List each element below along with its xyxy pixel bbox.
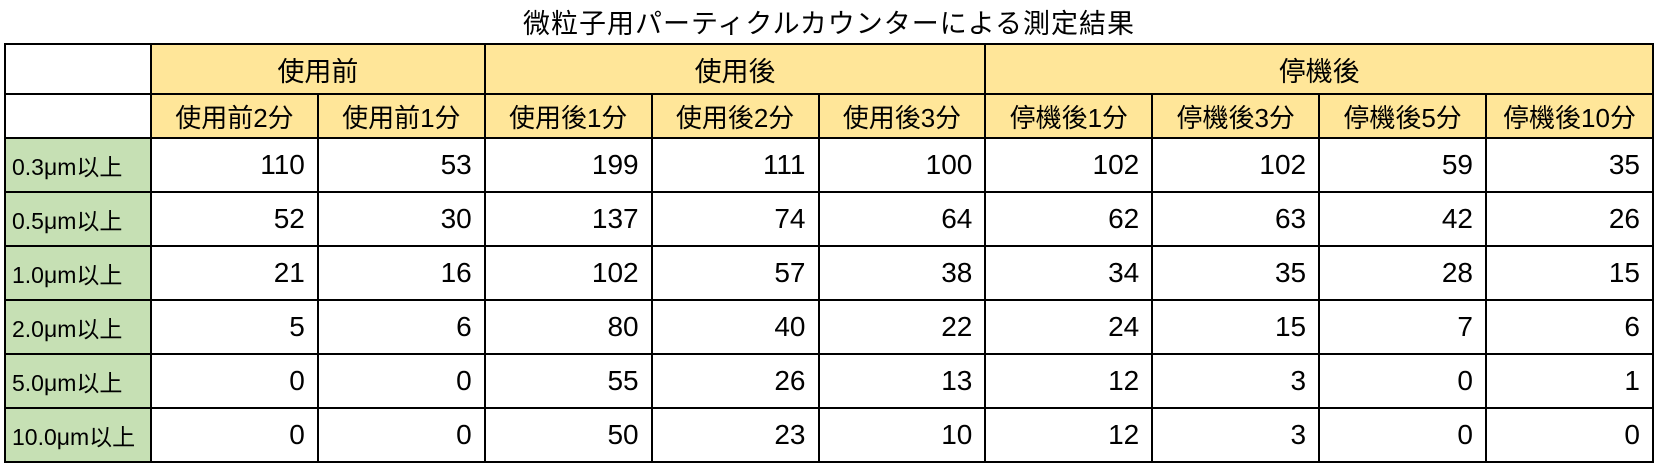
data-cell: 40 <box>650 299 820 355</box>
data-cell: 23 <box>650 407 820 463</box>
table-row: 5.0μm以上 0 0 55 26 13 12 3 0 1 <box>4 353 1654 409</box>
group-header-before-use: 使用前 <box>150 43 486 95</box>
row-header: 5.0μm以上 <box>4 353 152 409</box>
table-row: 1.0μm以上 21 16 102 57 38 34 35 28 15 <box>4 245 1654 301</box>
data-cell: 35 <box>1151 245 1321 301</box>
col-header-stop-1min: 停機後1分 <box>984 93 1154 139</box>
table-row: 0.5μm以上 52 30 137 74 64 62 63 42 26 <box>4 191 1654 247</box>
data-cell: 53 <box>316 137 486 193</box>
corner-cell-top <box>4 43 152 95</box>
col-header-before-1min: 使用前1分 <box>316 93 486 139</box>
measurement-table: 使用前 使用後 停機後 使用前2分 使用前1分 使用後1分 使用後2分 使用後3… <box>4 43 1654 463</box>
data-cell: 80 <box>483 299 653 355</box>
table-row: 10.0μm以上 0 0 50 23 10 12 3 0 0 <box>4 407 1654 463</box>
data-cell: 0 <box>1318 353 1487 409</box>
data-cell: 59 <box>1318 137 1487 193</box>
data-cell: 102 <box>483 245 653 301</box>
data-cell: 57 <box>650 245 820 301</box>
table-row: 0.3μm以上 110 53 199 111 100 102 102 59 35 <box>4 137 1654 193</box>
data-cell: 100 <box>817 137 987 193</box>
data-cell: 26 <box>1485 191 1654 247</box>
data-cell: 12 <box>984 407 1154 463</box>
col-header-stop-3min: 停機後3分 <box>1151 93 1321 139</box>
data-cell: 0 <box>1318 407 1487 463</box>
col-header-stop-5min: 停機後5分 <box>1318 93 1487 139</box>
data-cell: 3 <box>1151 407 1321 463</box>
data-cell: 6 <box>1485 299 1654 355</box>
row-header: 1.0μm以上 <box>4 245 152 301</box>
data-cell: 24 <box>984 299 1154 355</box>
data-cell: 0 <box>150 407 319 463</box>
corner-cell-bottom <box>4 93 152 139</box>
data-cell: 3 <box>1151 353 1321 409</box>
col-header-stop-10min: 停機後10分 <box>1485 93 1654 139</box>
data-cell: 0 <box>316 353 486 409</box>
data-cell: 15 <box>1151 299 1321 355</box>
data-cell: 15 <box>1485 245 1654 301</box>
data-cell: 111 <box>650 137 820 193</box>
data-cell: 6 <box>316 299 486 355</box>
data-cell: 35 <box>1485 137 1654 193</box>
col-header-after-1min: 使用後1分 <box>483 93 653 139</box>
data-cell: 102 <box>984 137 1154 193</box>
group-header-after-use: 使用後 <box>483 43 987 95</box>
data-cell: 52 <box>150 191 319 247</box>
data-cell: 42 <box>1318 191 1487 247</box>
col-header-after-2min: 使用後2分 <box>650 93 820 139</box>
data-cell: 10 <box>817 407 987 463</box>
data-cell: 199 <box>483 137 653 193</box>
data-cell: 28 <box>1318 245 1487 301</box>
data-cell: 1 <box>1485 353 1654 409</box>
data-cell: 50 <box>483 407 653 463</box>
data-cell: 13 <box>817 353 987 409</box>
data-cell: 110 <box>150 137 319 193</box>
col-header-after-3min: 使用後3分 <box>817 93 987 139</box>
group-header-after-stop: 停機後 <box>984 43 1654 95</box>
data-cell: 0 <box>1485 407 1654 463</box>
data-cell: 7 <box>1318 299 1487 355</box>
table-row: 2.0μm以上 5 6 80 40 22 24 15 7 6 <box>4 299 1654 355</box>
group-header-row: 使用前 使用後 停機後 <box>4 43 1654 95</box>
data-cell: 137 <box>483 191 653 247</box>
data-cell: 22 <box>817 299 987 355</box>
data-cell: 26 <box>650 353 820 409</box>
data-cell: 34 <box>984 245 1154 301</box>
data-cell: 63 <box>1151 191 1321 247</box>
data-cell: 102 <box>1151 137 1321 193</box>
data-cell: 30 <box>316 191 486 247</box>
data-cell: 55 <box>483 353 653 409</box>
data-cell: 38 <box>817 245 987 301</box>
column-header-row: 使用前2分 使用前1分 使用後1分 使用後2分 使用後3分 停機後1分 停機後3… <box>4 93 1654 139</box>
data-cell: 64 <box>817 191 987 247</box>
row-header: 10.0μm以上 <box>4 407 152 463</box>
col-header-before-2min: 使用前2分 <box>150 93 319 139</box>
data-cell: 16 <box>316 245 486 301</box>
data-cell: 62 <box>984 191 1154 247</box>
data-cell: 5 <box>150 299 319 355</box>
row-header: 0.3μm以上 <box>4 137 152 193</box>
data-cell: 12 <box>984 353 1154 409</box>
data-cell: 0 <box>150 353 319 409</box>
row-header: 0.5μm以上 <box>4 191 152 247</box>
data-cell: 21 <box>150 245 319 301</box>
page-title: 微粒子用パーティクルカウンターによる測定結果 <box>523 9 1135 39</box>
data-cell: 74 <box>650 191 820 247</box>
data-cell: 0 <box>316 407 486 463</box>
row-header: 2.0μm以上 <box>4 299 152 355</box>
